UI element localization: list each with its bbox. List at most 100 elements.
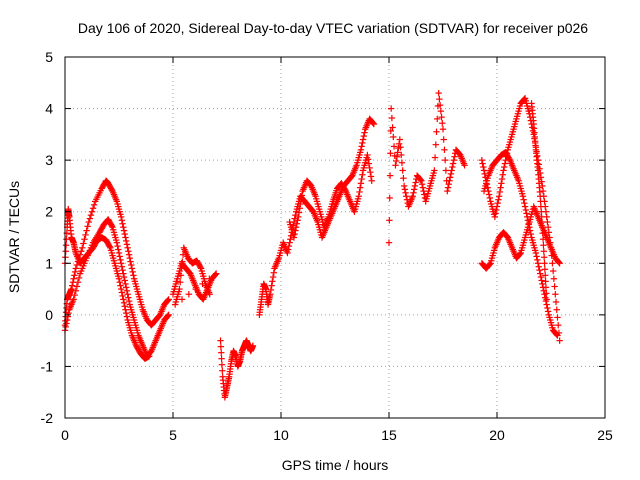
data-points xyxy=(61,89,563,401)
data-point xyxy=(387,105,395,112)
data-point-interp xyxy=(218,361,226,368)
data-point-interp xyxy=(542,272,549,279)
data-point-interp xyxy=(367,168,374,176)
data-point-interp xyxy=(357,180,365,187)
data-point-interp xyxy=(298,192,306,199)
data-point-interp xyxy=(417,176,424,184)
data-point-interp xyxy=(516,250,524,258)
data-point xyxy=(444,187,451,195)
data-point-interp xyxy=(506,155,513,163)
data-point-interp xyxy=(127,258,134,265)
x-tick-label: 15 xyxy=(381,427,397,443)
data-point-interp xyxy=(125,294,132,301)
data-point-interp xyxy=(551,283,558,290)
data-point xyxy=(543,296,550,303)
data-point-interp xyxy=(447,174,454,181)
data-point-interp xyxy=(393,157,400,165)
data-point-interp xyxy=(80,240,87,247)
data-point-interp xyxy=(192,285,199,293)
data-point-interp xyxy=(118,217,126,224)
data-point-interp xyxy=(62,248,69,255)
data-point-interp xyxy=(285,242,293,250)
data-point-interp xyxy=(217,343,225,350)
data-point-interp xyxy=(120,299,128,307)
data-point-interp xyxy=(123,309,130,317)
data-point-interp xyxy=(527,230,535,238)
x-axis-label: GPS time / hours xyxy=(282,457,389,473)
data-point-interp xyxy=(437,107,445,115)
data-point-interp xyxy=(366,164,373,172)
data-point xyxy=(122,280,129,288)
data-point-interp xyxy=(419,184,427,191)
data-point-interp xyxy=(106,243,113,250)
data-point-interp xyxy=(486,260,493,268)
data-point xyxy=(295,213,302,221)
data-point-interp xyxy=(526,223,533,231)
data-point xyxy=(85,218,92,226)
data-point-interp xyxy=(364,156,372,163)
y-axis-label: SDTVAR / TECUs xyxy=(6,181,22,293)
data-point-interp xyxy=(63,236,70,243)
data-point-interp xyxy=(294,217,301,224)
data-point-interp xyxy=(108,222,115,230)
data-point-interp xyxy=(88,208,96,215)
data-point-interp xyxy=(480,167,488,174)
data-point xyxy=(435,89,442,97)
data-point-interp xyxy=(412,179,419,186)
data-point xyxy=(364,151,371,159)
data-point-interp xyxy=(72,287,79,294)
data-point-interp xyxy=(523,210,530,217)
data-point-interp xyxy=(524,217,532,224)
data-point-interp xyxy=(124,244,131,252)
data-point-interp xyxy=(62,242,70,249)
data-point-interp xyxy=(434,115,441,123)
data-point-interp xyxy=(270,269,277,276)
data-point-interp xyxy=(486,194,493,202)
data-point-interp xyxy=(120,223,127,231)
data-point xyxy=(539,223,546,231)
data-point-interp xyxy=(411,186,418,193)
data-point xyxy=(519,193,527,200)
data-point-interp xyxy=(492,210,499,217)
data-point-interp xyxy=(123,287,131,294)
data-point-interp xyxy=(89,205,97,212)
data-point-interp xyxy=(115,249,123,257)
data-point-interp xyxy=(84,223,91,230)
data-point-interp xyxy=(540,242,547,249)
data-point xyxy=(552,291,559,298)
data-point-interp xyxy=(117,285,125,293)
data-point-interp xyxy=(431,154,439,161)
data-point-interp xyxy=(446,177,453,184)
data-point xyxy=(267,291,274,298)
data-point xyxy=(409,193,416,200)
data-point-interp xyxy=(287,236,294,243)
data-point xyxy=(165,296,172,303)
data-point-interp xyxy=(436,101,444,109)
data-point-interp xyxy=(553,331,560,338)
y-tick-label: -1 xyxy=(41,358,54,374)
data-point-interp xyxy=(534,260,542,267)
data-point-interp xyxy=(116,278,123,286)
data-point-interp xyxy=(108,186,115,193)
data-point-interp xyxy=(62,323,69,331)
data-point-interp xyxy=(450,156,457,164)
data-point-interp xyxy=(479,160,486,167)
data-point-interp xyxy=(123,237,130,245)
data-point-interp xyxy=(123,241,131,248)
data-point xyxy=(554,332,561,339)
data-point-interp xyxy=(178,296,186,303)
data-point xyxy=(400,182,408,190)
data-point-interp xyxy=(539,230,546,237)
data-point-interp xyxy=(533,253,540,260)
data-point-interp xyxy=(361,129,368,136)
x-tick-label: 5 xyxy=(169,427,177,443)
data-point-interp xyxy=(120,270,127,277)
data-point-interp xyxy=(116,253,123,260)
x-tick-label: 20 xyxy=(489,427,505,443)
data-point-interp xyxy=(539,187,547,195)
data-point-interp xyxy=(398,159,406,166)
data-point-interp xyxy=(542,284,550,291)
data-point-interp xyxy=(356,188,363,196)
data-point xyxy=(213,270,220,277)
